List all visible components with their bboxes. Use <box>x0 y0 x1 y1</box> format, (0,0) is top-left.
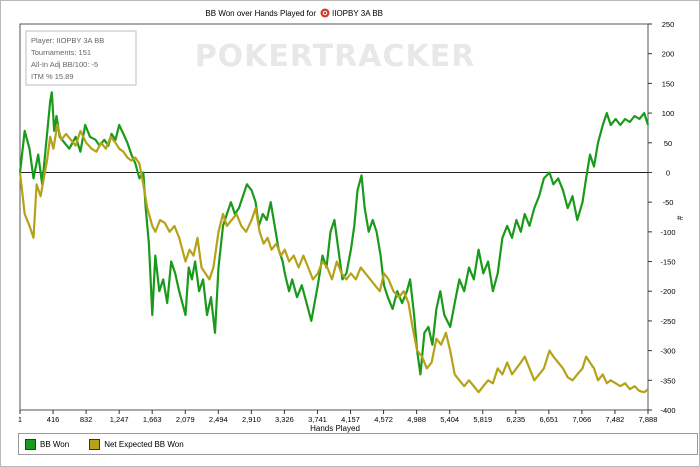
y-tick-label: -400 <box>660 406 675 415</box>
info-player: Player: IIOPBY 3A BB <box>31 36 104 45</box>
legend-label-net-expected: Net Expected BB Won <box>104 439 184 449</box>
y-tick-label: -200 <box>660 287 675 296</box>
x-tick-label: 1 <box>18 415 22 424</box>
x-tick-label: 6,651 <box>539 415 558 424</box>
x-tick-label: 832 <box>80 415 93 424</box>
x-axis-title: Hands Played <box>310 424 360 433</box>
x-tick-label: 416 <box>47 415 60 424</box>
x-tick-label: 6,235 <box>506 415 525 424</box>
x-tick-label: 4,572 <box>374 415 393 424</box>
x-tick-label: 5,404 <box>440 415 459 424</box>
legend-item-bb-won[interactable]: BB Won <box>25 438 70 450</box>
y-tick-label: 200 <box>662 50 675 59</box>
x-tick-label: 2,494 <box>209 415 228 424</box>
info-allin-adj: All-In Adj BB/100: -5 <box>31 60 98 69</box>
series-line-bb-won <box>18 91 650 376</box>
y-tick-label: -100 <box>660 228 675 237</box>
y-tick-label: -300 <box>660 347 675 356</box>
x-tick-label: 7,482 <box>606 415 625 424</box>
info-itm: ITM % 15.89 <box>31 72 74 81</box>
y-tick-label: 100 <box>662 109 675 118</box>
legend-label-bb-won: BB Won <box>40 439 70 449</box>
x-tick-label: 3,326 <box>275 415 294 424</box>
chart-title-player: IIOPBY 3A BB <box>332 9 383 18</box>
x-tick-label: 5,819 <box>473 415 492 424</box>
x-tick-label: 3,741 <box>308 415 327 424</box>
y-tick-label: 150 <box>662 79 675 88</box>
y-tick-label: 0 <box>666 168 670 177</box>
legend-swatch-bb-won <box>25 438 36 450</box>
plot-area <box>19 23 649 411</box>
legend: BB Won Net Expected BB Won <box>18 433 698 455</box>
x-tick-label: 4,988 <box>407 415 426 424</box>
y-tick-label: -50 <box>663 198 674 207</box>
y-axis-title: # <box>675 216 684 221</box>
y-tick-label: -350 <box>660 376 675 385</box>
y-tick-label: 250 <box>662 20 675 29</box>
info-tournaments: Tournaments: 151 <box>31 48 91 57</box>
poker-chip-icon <box>320 8 330 18</box>
x-tick-label: 7,888 <box>639 415 658 424</box>
pokertracker-watermark: POKERTRACKER <box>195 39 476 74</box>
series-line-net-expected <box>18 123 649 394</box>
x-tick-label: 1,247 <box>110 415 129 424</box>
x-tick-label: 4,157 <box>341 415 360 424</box>
y-tick-label: 50 <box>664 139 672 148</box>
y-tick-label: -250 <box>660 317 675 326</box>
legend-swatch-net-expected <box>89 438 101 450</box>
chart-title: BB Won over Hands Played for <box>205 9 316 18</box>
y-tick-label: -150 <box>660 258 675 267</box>
legend-item-net-expected[interactable]: Net Expected BB Won <box>89 438 184 450</box>
x-tick-label: 7,066 <box>573 415 592 424</box>
x-tick-label: 1,663 <box>143 415 162 424</box>
stats-info-box: Player: IIOPBY 3A BB Tournaments: 151 Al… <box>25 30 137 86</box>
x-tick-label: 2,910 <box>242 415 261 424</box>
x-tick-label: 2,079 <box>176 415 195 424</box>
